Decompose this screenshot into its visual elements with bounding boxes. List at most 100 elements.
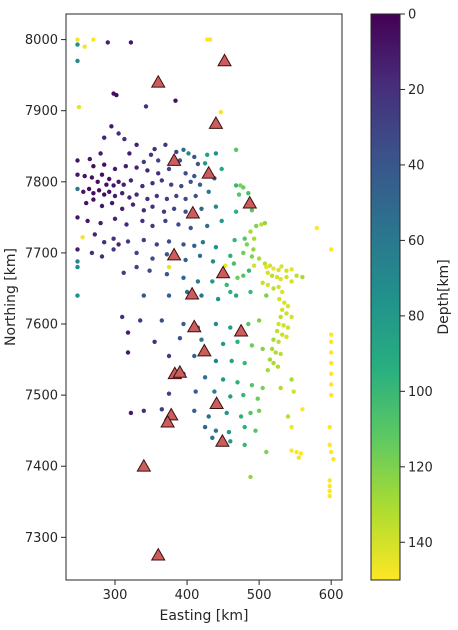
data-point xyxy=(147,268,152,273)
y-tick-label: 7900 xyxy=(25,104,58,119)
data-point xyxy=(75,259,80,264)
data-point xyxy=(199,293,204,298)
data-point xyxy=(285,304,291,309)
data-point xyxy=(202,161,208,166)
data-point xyxy=(111,247,116,252)
data-point xyxy=(91,37,96,42)
data-point xyxy=(163,218,168,224)
data-point xyxy=(186,151,191,156)
data-point xyxy=(329,371,334,376)
data-point xyxy=(248,474,253,480)
data-point xyxy=(154,193,159,199)
data-point xyxy=(251,247,256,252)
data-point xyxy=(197,182,203,187)
data-point xyxy=(143,104,149,109)
data-point xyxy=(195,279,201,284)
data-point xyxy=(181,275,186,280)
data-point xyxy=(242,360,247,366)
plot-frame xyxy=(65,13,343,581)
data-point xyxy=(128,178,134,183)
data-point xyxy=(145,196,150,202)
data-point xyxy=(200,240,206,245)
colorbar-tick-label: 20 xyxy=(408,83,425,98)
data-point xyxy=(260,385,265,391)
data-point xyxy=(329,392,334,398)
data-point xyxy=(213,204,219,209)
y-tick-label: 7800 xyxy=(25,175,58,190)
data-point xyxy=(156,158,161,163)
data-point xyxy=(99,203,105,209)
data-point xyxy=(134,192,139,197)
data-point xyxy=(141,293,146,298)
colorbar-tick-label: 140 xyxy=(408,536,433,551)
data-point xyxy=(99,172,105,177)
data-point xyxy=(278,277,283,282)
data-point xyxy=(99,254,105,259)
y-tick-label: 7700 xyxy=(25,246,58,261)
data-point xyxy=(248,410,253,416)
data-point xyxy=(96,188,102,193)
data-point xyxy=(269,273,275,278)
data-point xyxy=(223,263,228,268)
data-point xyxy=(296,455,301,460)
data-point xyxy=(197,253,203,258)
data-point xyxy=(130,202,136,207)
data-point xyxy=(102,135,107,140)
data-point xyxy=(89,175,95,180)
data-point xyxy=(120,191,125,196)
data-point xyxy=(87,156,93,162)
data-point xyxy=(166,166,172,172)
data-point xyxy=(274,274,280,280)
data-point xyxy=(75,172,80,177)
station-triangle xyxy=(172,364,188,378)
data-point xyxy=(235,380,240,385)
data-point xyxy=(104,182,109,187)
data-point xyxy=(174,193,179,199)
data-point xyxy=(179,183,184,189)
data-point xyxy=(327,488,332,494)
data-point xyxy=(294,449,299,455)
data-point xyxy=(188,179,193,184)
data-point xyxy=(140,218,145,224)
data-point xyxy=(235,339,240,344)
data-point xyxy=(327,478,332,483)
data-point xyxy=(124,222,129,227)
data-point xyxy=(224,410,229,416)
data-point xyxy=(114,92,119,98)
y-axis-label: Northing [km] xyxy=(3,248,19,346)
data-point xyxy=(327,483,332,489)
data-point xyxy=(289,448,294,453)
data-point xyxy=(220,341,226,347)
data-point xyxy=(98,220,103,226)
data-point xyxy=(150,256,155,261)
data-point xyxy=(75,42,80,47)
data-point xyxy=(92,232,98,237)
data-point xyxy=(215,296,221,302)
data-point xyxy=(181,147,186,152)
y-tick-label: 7400 xyxy=(25,460,58,475)
data-point xyxy=(111,183,116,188)
colorbar-tick-label: 40 xyxy=(408,158,425,173)
data-point xyxy=(166,264,172,270)
data-point xyxy=(228,439,233,444)
data-point xyxy=(284,311,289,316)
data-point xyxy=(246,191,251,196)
data-point xyxy=(176,222,181,227)
data-point xyxy=(278,385,283,391)
data-point xyxy=(125,239,131,244)
data-point xyxy=(228,325,233,330)
data-point xyxy=(107,189,112,194)
data-point xyxy=(264,264,269,270)
data-point xyxy=(213,245,219,250)
data-point xyxy=(141,208,146,213)
y-tick-label: 8000 xyxy=(25,33,58,48)
data-point xyxy=(233,183,239,188)
data-point xyxy=(267,263,273,268)
data-point xyxy=(276,284,281,290)
data-point xyxy=(138,318,143,323)
data-point xyxy=(164,272,170,277)
data-point xyxy=(289,424,294,430)
data-point xyxy=(329,449,334,455)
data-point xyxy=(159,407,164,412)
x-tick-label: 500 xyxy=(247,588,272,603)
